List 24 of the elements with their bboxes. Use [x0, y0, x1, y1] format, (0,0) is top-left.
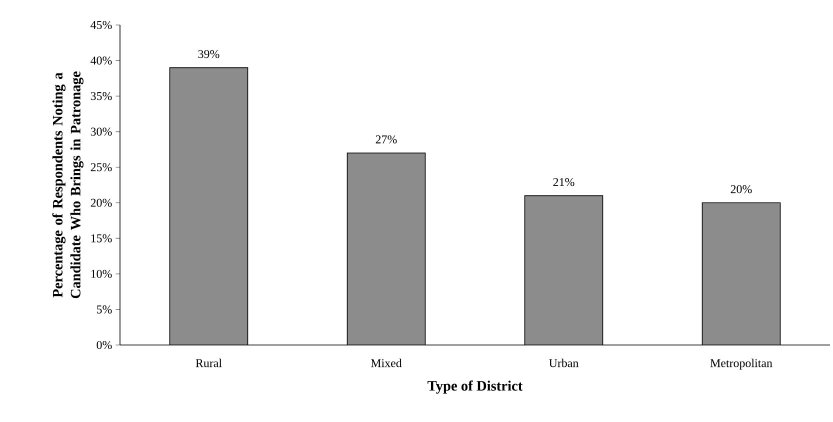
- data-label: 20%: [730, 185, 752, 194]
- y-tick-label: 15%: [91, 234, 112, 242]
- bar: [524, 196, 603, 345]
- bar: [702, 202, 781, 345]
- y-tick-label: 5%: [96, 305, 112, 314]
- y-tick-label: 0%: [96, 340, 112, 350]
- y-tick-label: 45%: [90, 20, 112, 30]
- y-axis-title: Percentage of Respondents Noting a Candidate Who Brings in Patronage: [52, 72, 84, 298]
- y-tick-label: 25%: [90, 163, 112, 172]
- data-label: 39%: [198, 50, 220, 58]
- x-tick-label: Urban: [549, 358, 579, 368]
- data-label: 21%: [553, 178, 574, 186]
- x-tick-label: Rural: [196, 358, 222, 368]
- y-tick-label: 35%: [90, 92, 112, 100]
- x-tick-label: Mixed: [370, 358, 402, 368]
- y-tick-label: 20%: [90, 198, 112, 207]
- y-tick-label: 40%: [90, 56, 112, 65]
- y-tick-label: 10%: [91, 270, 112, 278]
- x-axis-title: Type of District: [428, 380, 523, 394]
- x-tick-label: Metropolitan: [710, 358, 772, 370]
- bar: [170, 68, 248, 345]
- data-label: 27%: [376, 135, 397, 144]
- bar: [347, 153, 426, 345]
- y-tick-label: 30%: [90, 128, 112, 136]
